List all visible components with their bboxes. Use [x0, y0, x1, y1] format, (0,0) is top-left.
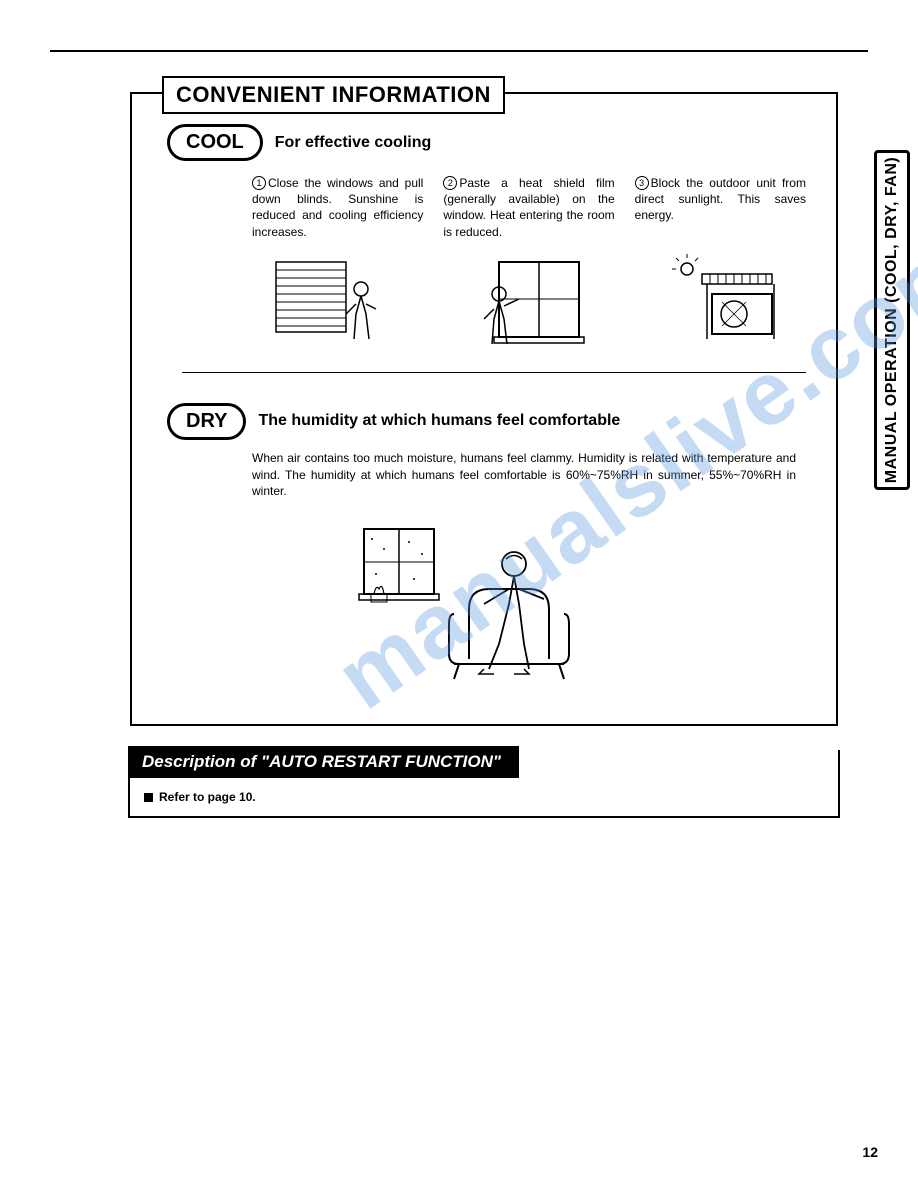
cool-tip-3: 3Block the outdoor unit from direct sunl… [635, 175, 806, 240]
top-rule [50, 50, 868, 52]
cool-tips-row: 1Close the windows and pull down blinds.… [252, 175, 806, 240]
info-panel: CONVENIENT INFORMATION COOL For effectiv… [130, 92, 838, 726]
tip-number-3: 3 [635, 176, 649, 190]
cool-header-row: COOL For effective cooling [167, 124, 816, 161]
side-tab-label: MANUAL OPERATION (COOL, DRY, FAN) [883, 157, 901, 483]
cool-tip-1-text: Close the windows and pull down blinds. … [252, 176, 423, 239]
page-number: 12 [862, 1144, 878, 1160]
tip-number-2: 2 [443, 176, 457, 190]
cool-tip-2-text: Paste a heat shield film (generally avai… [443, 176, 614, 239]
cool-tip-3-text: Block the outdoor unit from direct sunli… [635, 176, 806, 222]
blinds-illustration [266, 254, 396, 354]
panel-title: CONVENIENT INFORMATION [162, 76, 505, 114]
outdoor-unit-illustration [662, 254, 792, 354]
side-section-tab: MANUAL OPERATION (COOL, DRY, FAN) [874, 150, 910, 490]
bullet-square-icon [144, 793, 153, 802]
cool-illustrations-row [252, 254, 806, 354]
window-film-illustration [464, 254, 594, 354]
tip-number-1: 1 [252, 176, 266, 190]
dry-caption: The humidity at which humans feel comfor… [258, 412, 620, 430]
cool-mode-pill: COOL [167, 124, 263, 161]
cool-tip-2: 2Paste a heat shield film (generally ava… [443, 175, 614, 240]
refer-row: Refer to page 10. [144, 790, 256, 804]
dry-body-text: When air contains too much moisture, hum… [252, 450, 796, 500]
auto-restart-panel: Description of "AUTO RESTART FUNCTION" R… [128, 750, 840, 818]
cool-caption: For effective cooling [275, 134, 431, 152]
comfort-illustration [354, 514, 614, 694]
cool-tip-1: 1Close the windows and pull down blinds.… [252, 175, 423, 240]
auto-restart-header: Description of "AUTO RESTART FUNCTION" [128, 746, 519, 778]
dry-mode-pill: DRY [167, 403, 246, 440]
dry-header-row: DRY The humidity at which humans feel co… [167, 403, 816, 440]
refer-text: Refer to page 10. [159, 790, 256, 804]
section-divider [182, 372, 806, 373]
